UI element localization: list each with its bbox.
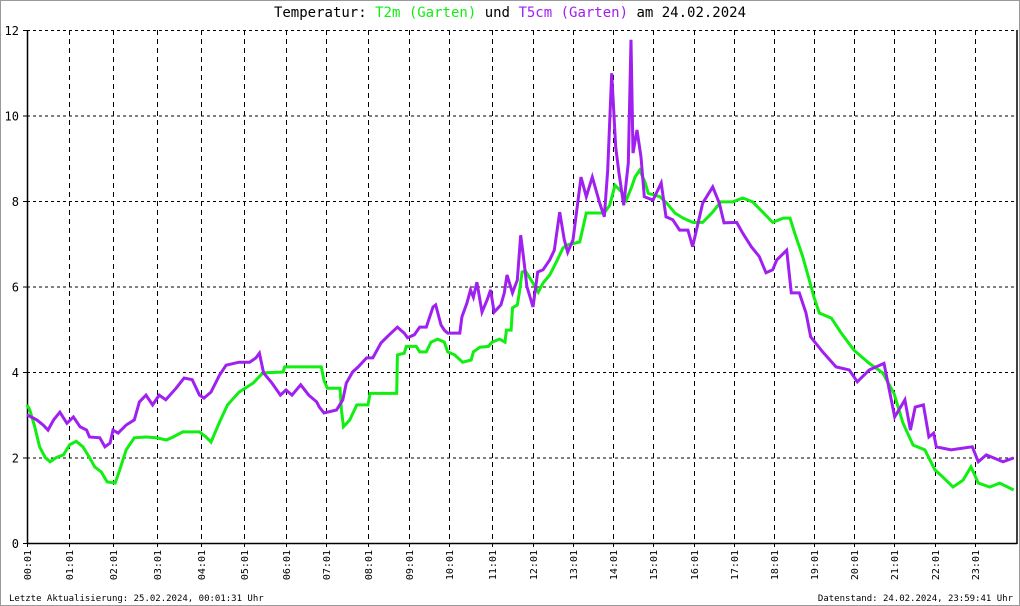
x-tick-label: 01:01 [65, 550, 76, 580]
y-tick-label: 8 [12, 195, 19, 209]
x-tick-label: 18:01 [770, 550, 781, 580]
x-tick-label: 23:01 [971, 550, 982, 580]
x-tick-label: 12:01 [529, 550, 540, 580]
x-tick-label: 09:01 [405, 550, 416, 580]
y-tick-label: 6 [12, 281, 19, 295]
x-tick-label: 17:01 [730, 550, 741, 580]
x-tick-label: 11:01 [488, 550, 499, 580]
x-tick-label: 02:01 [109, 550, 120, 580]
y-tick-label: 10 [5, 110, 19, 124]
x-tick-label: 21:01 [890, 550, 901, 580]
title-series-t2m: T2m (Garten) [375, 5, 477, 21]
x-tick-label: 05:01 [240, 550, 251, 580]
y-tick-label: 2 [12, 452, 19, 466]
x-tick-label: 03:01 [153, 550, 164, 580]
x-tick-label: 19:01 [810, 550, 821, 580]
title-suffix: am 24.02.2024 [636, 5, 747, 21]
x-tick-label: 14:01 [609, 550, 620, 580]
last-update-text: Letzte Aktualisierung: 25.02.2024, 00:01… [9, 594, 264, 604]
x-tick-label: 07:01 [322, 550, 333, 580]
data-state-text: Datenstand: 24.02.2024, 23:59:41 Uhr [817, 594, 1013, 604]
x-tick-label: 22:01 [931, 550, 942, 580]
x-tick-label: 15:01 [649, 550, 660, 580]
title-middle: und [484, 5, 510, 21]
series-line-t5cm [26, 39, 1015, 465]
chart-title: Temperatur: T2m (Garten) und T5cm (Garte… [1, 5, 1019, 21]
x-tick-label: 13:01 [569, 550, 580, 580]
x-tick-label: 06:01 [282, 550, 293, 580]
x-tick-label: 04:01 [197, 550, 208, 580]
x-tick-label: 16:01 [690, 550, 701, 580]
series-line-t2m [25, 167, 1015, 492]
x-tick-label: 20:01 [850, 550, 861, 580]
x-tick-label: 00:01 [23, 550, 34, 580]
title-prefix: Temperatur: [273, 5, 367, 21]
y-tick-label: 12 [5, 24, 19, 38]
x-tick-label: 08:01 [364, 550, 375, 580]
x-tick-label: 10:01 [445, 550, 456, 580]
y-tick-label: 4 [12, 366, 19, 380]
y-tick-label: 0 [12, 537, 19, 551]
title-series-t5cm: T5cm (Garten) [518, 5, 629, 21]
